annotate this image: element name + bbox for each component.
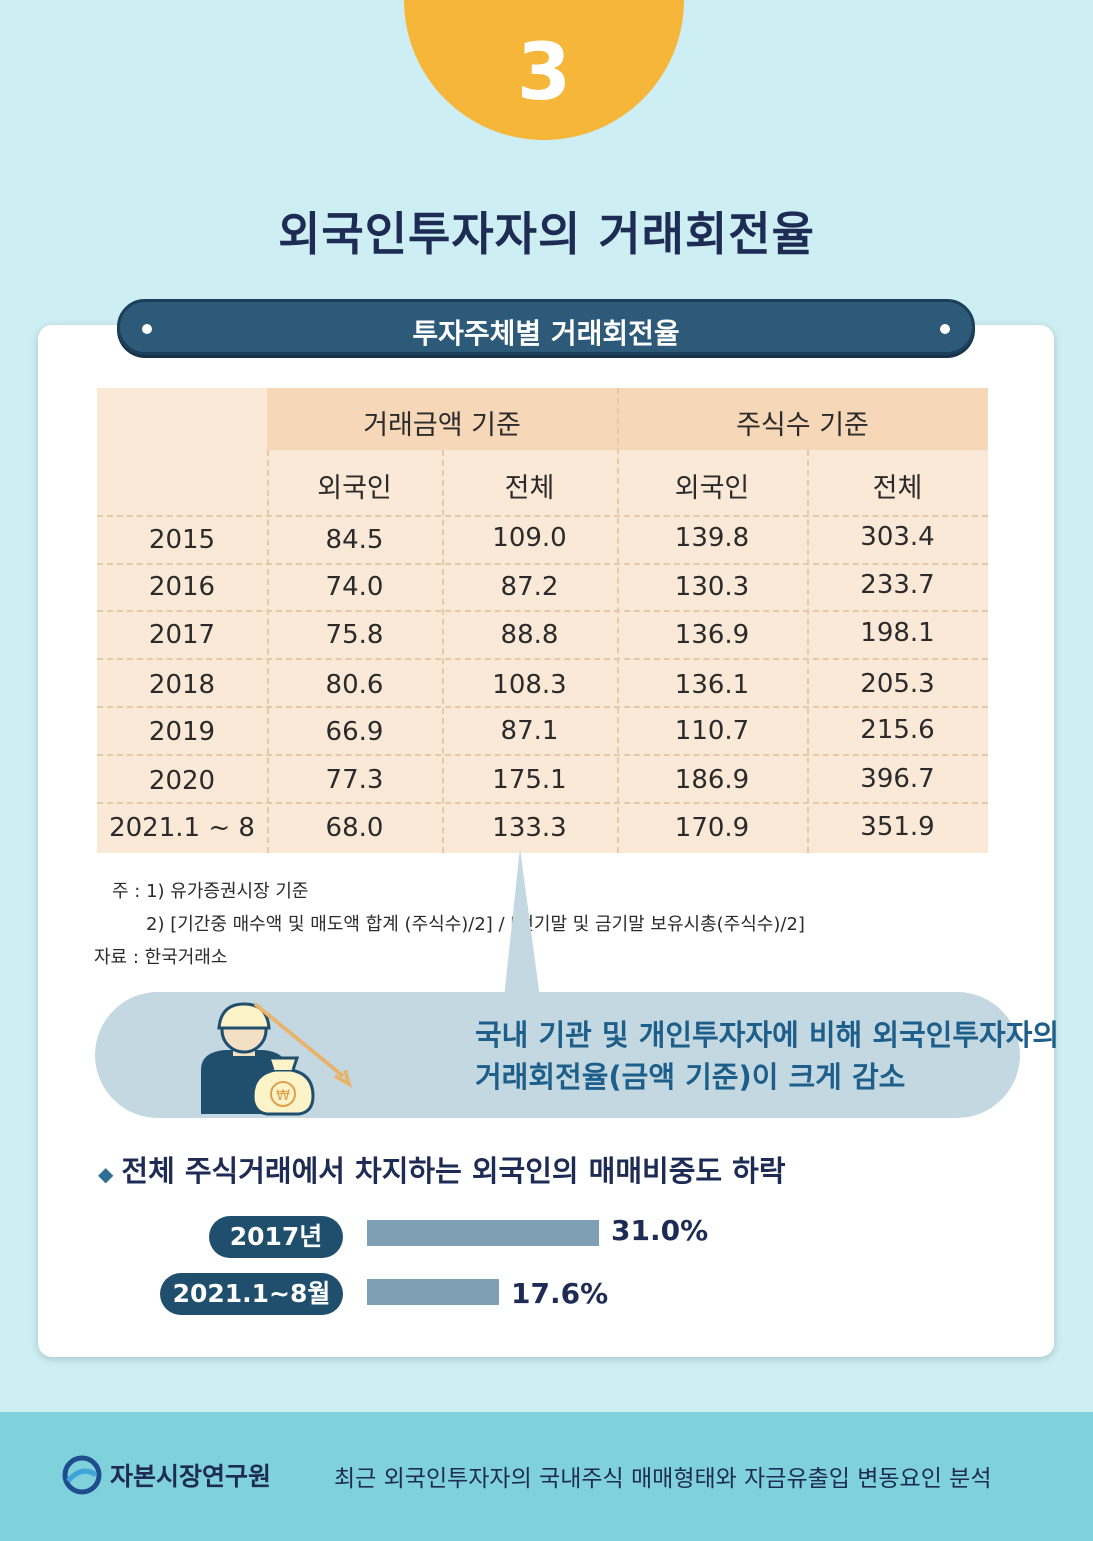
share-bar-2021: [367, 1279, 499, 1305]
footer: [0, 1412, 1093, 1541]
cell-value: 139.8: [674, 523, 750, 553]
number-badge-text: 3: [516, 28, 572, 118]
cell-value: 186.9: [674, 765, 750, 795]
note-2: 2) [기간중 매수액 및 매도액 합계 (주식수)/2] / [전기말 및 금…: [146, 914, 805, 935]
callout-line-1: 국내 기관 및 개인투자자에 비해 외국인투자자의: [475, 1018, 1060, 1052]
table-divider: [97, 706, 988, 708]
report-title: 최근 외국인투자자의 국내주식 매매형태와 자금유출입 변동요인 분석: [334, 1466, 992, 1492]
cell-value: 136.9: [674, 620, 750, 650]
row-year: 2017: [148, 620, 216, 650]
share-bar-2017: [367, 1220, 599, 1246]
turnover-table: 거래금액 기준 주식수 기준 외국인 전체 외국인 전체 2015 84.5 1…: [97, 388, 988, 853]
cell-value: 66.9: [325, 717, 384, 747]
cell-value: 68.0: [325, 813, 384, 843]
cell-value: 87.1: [500, 716, 559, 746]
cell-value: 205.3: [860, 669, 935, 699]
share-section-title: ◆ 전체 주식거래에서 차지하는 외국인의 매매비중도 하락: [98, 1148, 786, 1190]
cell-value: 110.7: [674, 716, 750, 746]
table-header-band: [267, 388, 988, 450]
cell-value: 170.9: [674, 813, 750, 843]
cell-value: 84.5: [325, 525, 384, 555]
source-note: 자료 : 한국거래소: [94, 947, 228, 968]
table-col-divider: [807, 450, 809, 853]
note-1: 주 : 1) 유가증권시장 기준: [112, 881, 309, 902]
page-title: 외국인투자자의 거래회전율: [278, 207, 815, 261]
cell-value: 303.4: [860, 522, 935, 552]
table-divider: [97, 802, 988, 804]
sub-header-foreign-amount: 외국인: [317, 473, 392, 504]
cell-value: 175.1: [492, 765, 567, 795]
cell-value: 133.3: [492, 813, 567, 843]
share-value-2021: 17.6%: [511, 1277, 609, 1310]
row-year: 2016: [148, 572, 216, 602]
diamond-bullet-icon: ◆: [98, 1162, 114, 1186]
pill-left-dot: [142, 324, 152, 334]
row-year: 2020: [148, 766, 216, 796]
sub-header-total-shares: 전체: [872, 473, 923, 504]
cell-value: 198.1: [860, 618, 935, 648]
table-divider: [97, 515, 988, 517]
pill-right-dot: [940, 324, 950, 334]
section-title-pill: 투자주체별 거래회전율: [117, 299, 975, 355]
callout-pointer: [504, 848, 540, 998]
logo-icon: [62, 1455, 102, 1495]
table-col-divider: [267, 450, 269, 853]
sub-header-total-amount: 전체: [504, 473, 555, 504]
svg-text:₩: ₩: [276, 1088, 290, 1104]
section-title: 투자주체별 거래회전율: [412, 317, 680, 350]
row-year: 2018: [148, 670, 216, 700]
row-year: 2019: [148, 717, 216, 747]
callout-box: ₩ 국내 기관 및 개인투자자에 비해 외국인투자자의 거래회전율(금액 기준)…: [95, 992, 1059, 1118]
table-col-divider: [617, 388, 619, 853]
share-section-title-text: 전체 주식거래에서 차지하는 외국인의 매매비중도 하락: [121, 1154, 786, 1188]
cell-value: 75.8: [325, 620, 384, 650]
cell-value: 87.2: [500, 572, 559, 602]
table-divider: [97, 754, 988, 756]
cell-value: 74.0: [325, 572, 384, 602]
sub-header-foreign-shares: 외국인: [674, 473, 750, 504]
year-pill-2021: 2021.1~8월: [160, 1273, 343, 1315]
cell-value: 136.1: [674, 670, 750, 700]
cell-value: 80.6: [325, 670, 384, 700]
worker-with-money-bag-icon: ₩: [201, 1002, 353, 1116]
cell-value: 215.6: [860, 715, 935, 745]
table-col-divider: [442, 450, 444, 853]
table-divider: [97, 563, 988, 565]
row-year: 2015: [148, 525, 216, 555]
cell-value: 108.3: [492, 670, 567, 700]
group-header-shares: 주식수 기준: [736, 410, 869, 441]
table-divider: [97, 658, 988, 660]
group-header-amount: 거래금액 기준: [363, 410, 521, 441]
cell-value: 77.3: [325, 765, 384, 795]
row-year: 2021.1 ~ 8: [109, 813, 255, 843]
cell-value: 130.3: [674, 572, 750, 602]
cell-value: 233.7: [860, 570, 935, 600]
cell-value: 109.0: [492, 523, 567, 553]
org-name: 자본시장연구원: [110, 1462, 272, 1491]
callout-line-2: 거래회전율(금액 기준)이 크게 감소: [475, 1060, 906, 1094]
cell-value: 351.9: [860, 812, 935, 842]
cell-value: 396.7: [860, 764, 935, 794]
cell-value: 88.8: [500, 620, 559, 650]
year-pill-2017: 2017년: [209, 1216, 343, 1258]
table-divider: [97, 610, 988, 612]
share-value-2017: 31.0%: [611, 1214, 709, 1247]
